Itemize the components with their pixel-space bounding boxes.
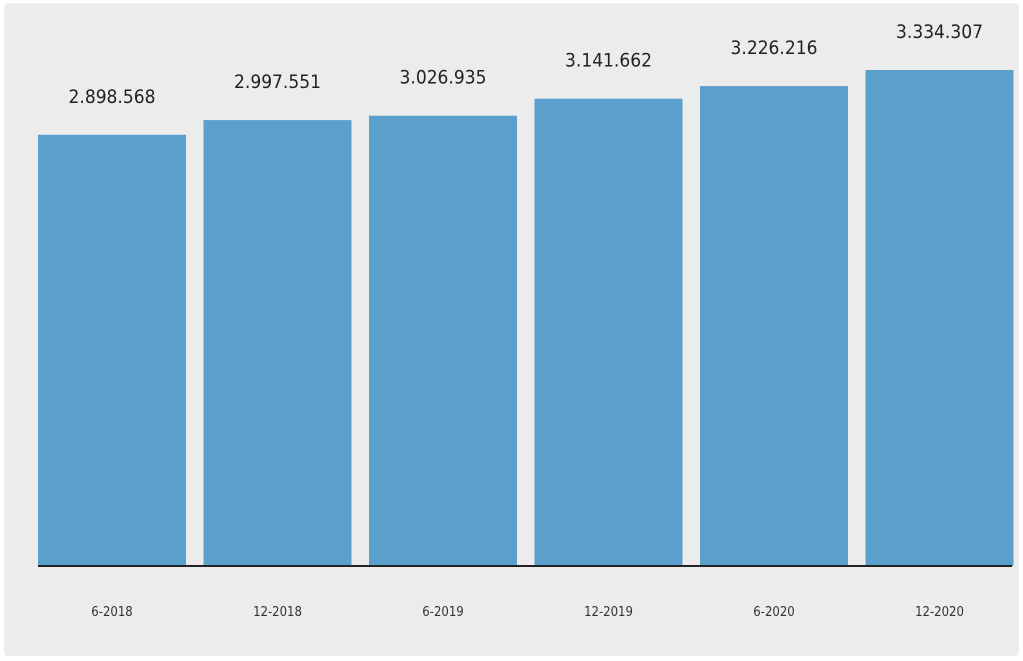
bar-6-2020 bbox=[700, 86, 848, 566]
x-tick-label-12-2018: 12-2018 bbox=[253, 605, 302, 620]
value-label-6-2020: 3.226.216 bbox=[731, 37, 818, 59]
bar-12-2018 bbox=[203, 120, 352, 566]
value-label-12-2019: 3.141.662 bbox=[565, 50, 652, 72]
x-tick-label-6-2020: 6-2020 bbox=[753, 605, 794, 620]
x-tick-label-6-2018: 6-2018 bbox=[91, 605, 132, 620]
bar-6-2019 bbox=[369, 115, 517, 566]
bar-12-2020 bbox=[865, 70, 1014, 566]
bars-group bbox=[38, 70, 1014, 567]
bar-6-2018 bbox=[38, 134, 186, 567]
x-tick-label-12-2020: 12-2020 bbox=[915, 605, 964, 620]
value-label-6-2019: 3.026.935 bbox=[400, 67, 487, 89]
value-label-12-2020: 3.334.307 bbox=[896, 21, 983, 43]
x-tick-label-12-2019: 12-2019 bbox=[584, 605, 633, 620]
bar-12-2019 bbox=[534, 98, 683, 566]
value-label-12-2018: 2.997.551 bbox=[234, 71, 321, 93]
x-tick-labels-group: 6-2018 12-2018 6-2019 12-2019 6-2020 12-2020 bbox=[91, 605, 964, 620]
value-labels-group: 2.898.568 2.997.551 3.026.935 3.141.662 3.22… bbox=[69, 21, 983, 108]
x-tick-label-6-2019: 6-2019 bbox=[422, 605, 463, 620]
value-label-6-2018: 2.898.568 bbox=[69, 86, 156, 108]
